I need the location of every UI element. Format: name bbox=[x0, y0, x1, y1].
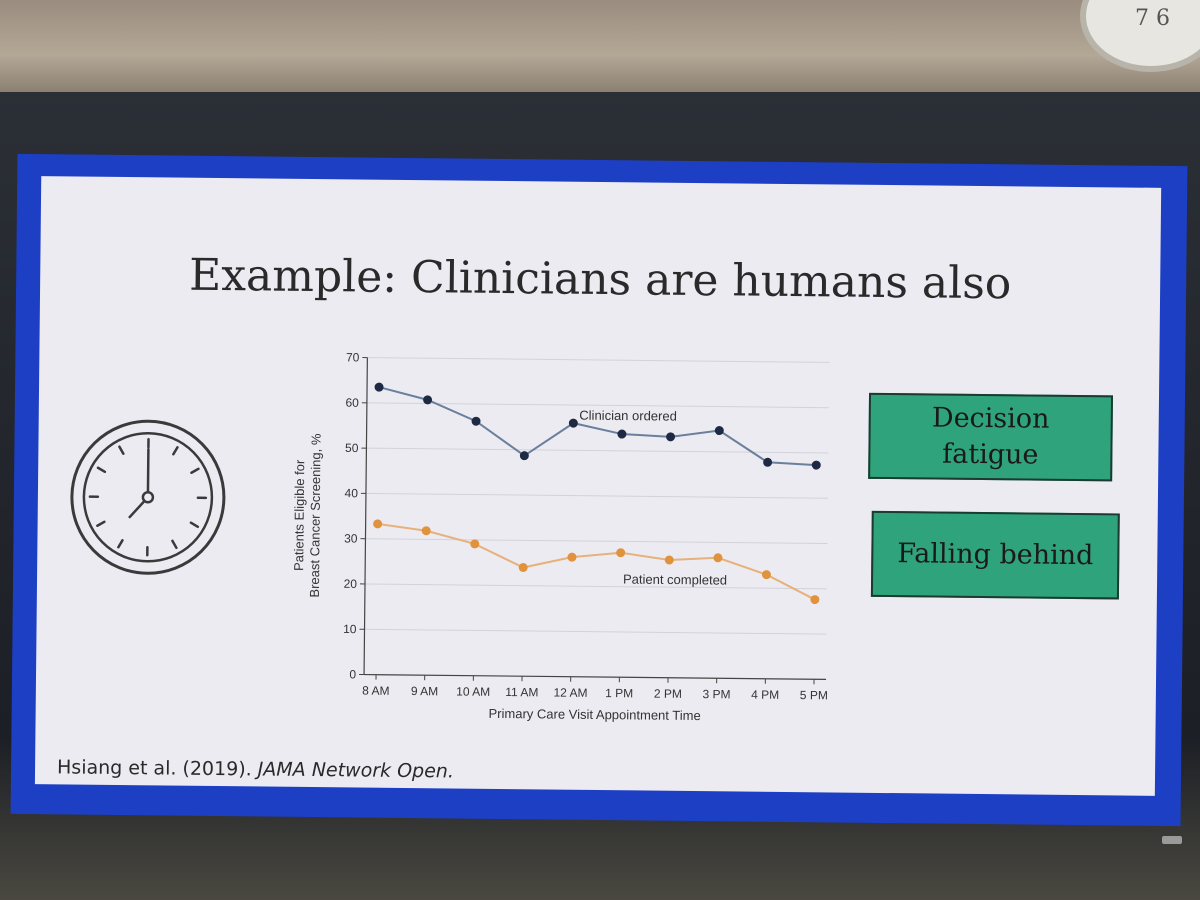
gridline bbox=[366, 447, 829, 454]
x-axis bbox=[364, 673, 827, 680]
decision-fatigue-label: Decision fatigue bbox=[931, 402, 1050, 471]
patient-point bbox=[713, 553, 723, 563]
patient-series-line bbox=[377, 522, 816, 601]
slide-title: Example: Clinicians are humans also bbox=[188, 249, 1012, 310]
patient-series-label: Patient completed bbox=[623, 572, 727, 588]
clock-tick bbox=[172, 446, 179, 456]
clock-tick bbox=[171, 539, 178, 550]
clinician-series-line bbox=[378, 386, 817, 467]
clock-outer-ring bbox=[70, 419, 226, 575]
clock-inner-ring bbox=[82, 432, 214, 563]
y-tick-label: 50 bbox=[345, 441, 359, 455]
clinician-point bbox=[666, 432, 676, 442]
patient-point bbox=[810, 595, 820, 605]
x-axis-label: Primary Care Visit Appointment Time bbox=[488, 706, 700, 723]
decision-fatigue-box: Decision fatigue bbox=[868, 392, 1114, 482]
patient-point bbox=[518, 563, 528, 573]
screen-frame: Example: Clinicians are humans also 0 10 2… bbox=[10, 153, 1188, 827]
wall-clock-digits: 7 6 bbox=[1135, 6, 1170, 31]
clock-icon bbox=[67, 416, 229, 582]
y-axis-label-line1: Patients Eligible for bbox=[291, 459, 307, 571]
y-tick-label: 10 bbox=[343, 622, 357, 636]
patient-point bbox=[421, 526, 431, 536]
y-axis bbox=[363, 357, 368, 675]
patient-point bbox=[567, 552, 577, 562]
x-tick-label: 4 PM bbox=[751, 688, 779, 702]
y-tick-label: 0 bbox=[349, 667, 356, 681]
line-chart: 0 10 20 30 40 50 60 70 8 AM 9 AM 10 AM 11 AM 12 AM 1 … bbox=[291, 350, 830, 723]
citation-authors: Hsiang et al. (2019). bbox=[56, 756, 258, 781]
y-tick-label: 60 bbox=[345, 396, 359, 410]
x-tick-label: 5 PM bbox=[800, 688, 828, 702]
gridline bbox=[364, 583, 827, 590]
clock-center bbox=[141, 491, 155, 504]
clinician-point bbox=[763, 457, 773, 467]
clock-tick bbox=[96, 466, 107, 474]
patient-point bbox=[373, 519, 383, 529]
gridline bbox=[366, 402, 829, 409]
clock-hour-ticks bbox=[88, 438, 208, 557]
x-tick-label: 12 AM bbox=[553, 686, 587, 700]
x-tick-label: 11 AM bbox=[505, 685, 538, 699]
clinician-point bbox=[374, 382, 384, 392]
citation: Hsiang et al. (2019). JAMA Network Open. bbox=[57, 756, 454, 782]
x-tick-label: 10 AM bbox=[456, 685, 490, 699]
clock-hour-hand bbox=[146, 448, 150, 499]
clock-tick bbox=[118, 445, 125, 455]
y-tick-label: 40 bbox=[345, 486, 359, 500]
y-axis-label-line2: Breast Cancer Screening, % bbox=[307, 433, 324, 598]
falling-behind-label: Falling behind bbox=[897, 537, 1094, 571]
patient-point bbox=[470, 539, 480, 549]
gridline bbox=[367, 357, 830, 363]
x-tick-label: 9 AM bbox=[411, 684, 439, 698]
x-tick-label: 3 PM bbox=[702, 687, 730, 701]
x-tick-label: 8 AM bbox=[362, 684, 390, 698]
patient-point bbox=[616, 548, 626, 558]
patient-point bbox=[664, 555, 674, 565]
x-tick-label: 2 PM bbox=[654, 687, 682, 701]
clock-tick bbox=[117, 539, 124, 549]
gridline bbox=[364, 628, 827, 635]
clinician-point bbox=[714, 426, 724, 436]
falling-behind-box: Falling behind bbox=[870, 510, 1120, 600]
clinician-point bbox=[519, 451, 529, 461]
wall-background bbox=[0, 0, 1200, 92]
clinician-point bbox=[471, 416, 481, 426]
y-tick-label: 30 bbox=[344, 531, 358, 545]
clock-tick bbox=[189, 521, 200, 529]
slide: Example: Clinicians are humans also 0 10 2… bbox=[34, 176, 1162, 796]
x-tick-label: 1 PM bbox=[605, 686, 633, 700]
clinician-point bbox=[423, 395, 433, 405]
y-tick-label: 20 bbox=[344, 577, 358, 591]
y-tick-label: 70 bbox=[346, 350, 360, 364]
clinician-point bbox=[568, 418, 578, 428]
clinician-series-label: Clinician ordered bbox=[579, 408, 677, 424]
citation-journal: JAMA Network Open. bbox=[257, 758, 455, 783]
clock-tick bbox=[96, 520, 106, 527]
clinician-point bbox=[811, 460, 821, 470]
gridline bbox=[365, 492, 828, 499]
gridline bbox=[365, 538, 828, 545]
patient-point bbox=[761, 570, 771, 580]
power-indicator bbox=[1162, 836, 1182, 844]
clinician-point bbox=[617, 429, 627, 439]
clock-tick bbox=[190, 467, 200, 474]
